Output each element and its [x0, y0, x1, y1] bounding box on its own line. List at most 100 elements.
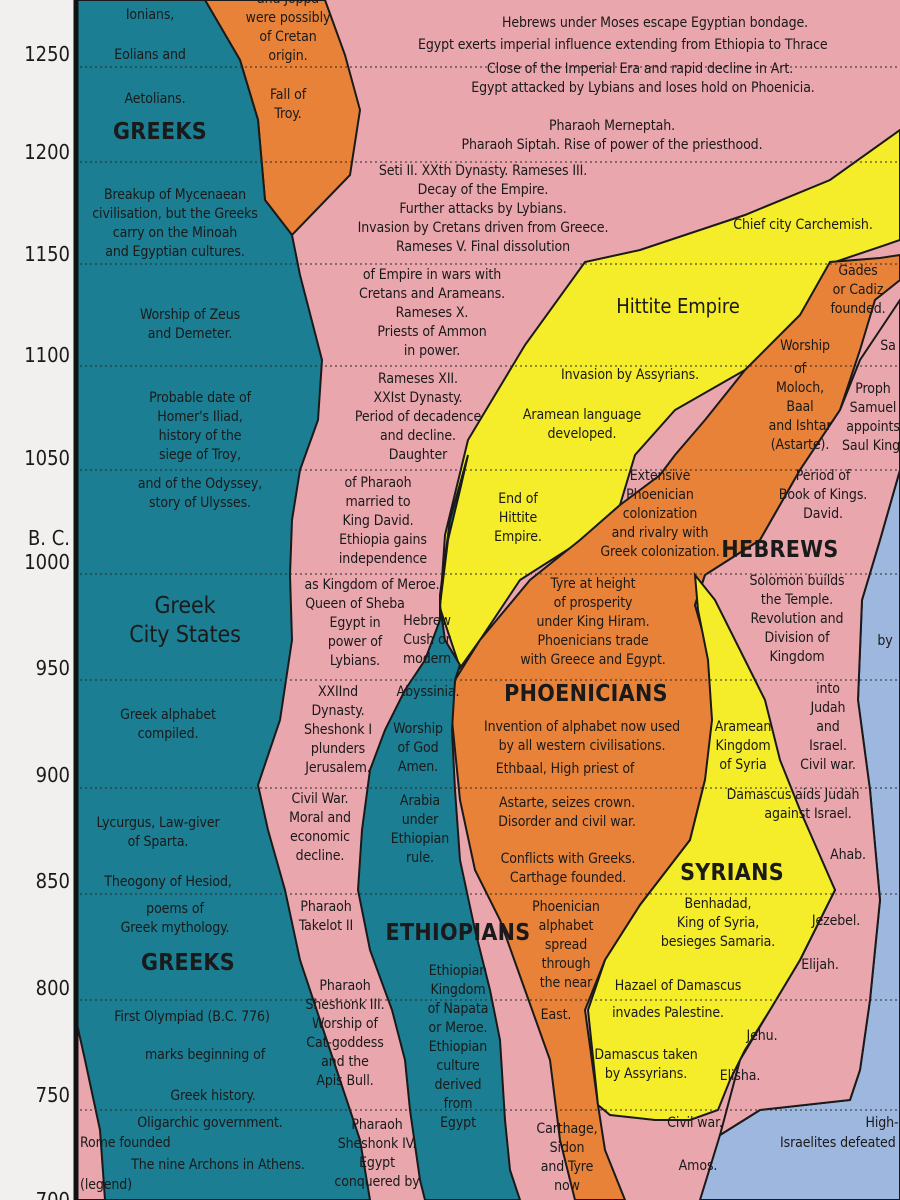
- egypt-ethiopia: Ethiopia gains independence: [338, 532, 428, 567]
- syrians-taken: Damascus taken by Assyrians.: [594, 1047, 698, 1082]
- greeks-odyssey: and of the Odyssey, story of Ulysses.: [137, 476, 263, 511]
- phoenicians-ethbaal: Ethbaal, High priest of: [495, 761, 635, 777]
- egypt-sheshonk3: Pharaoh Sheshonk III. Worship of Cat-goddes…: [305, 978, 385, 1089]
- phoenicians-gades: Gades or Cadiz founded.: [830, 263, 886, 317]
- year-gridlines: [0, 66, 900, 1111]
- greeks-title-top: GREEKS: [113, 119, 207, 145]
- greeks-title-bottom: GREEKS: [141, 950, 235, 976]
- greeks-ionians: Ionians,: [125, 7, 175, 23]
- hittite-title: Hittite Empire: [616, 294, 740, 318]
- greeks-city-states: Greek City States: [129, 593, 241, 648]
- greeks-legend: (legend): [80, 1177, 133, 1193]
- greeks-poems: poems of Greek mythology.: [120, 901, 230, 936]
- phoenicians-worship: Worship: [780, 338, 830, 354]
- egypt-seti: Seti II. XXth Dynasty. Rameses III. Decay…: [357, 163, 609, 255]
- year-label: 700: [35, 1188, 70, 1200]
- syrians-hazael: Hazael of Damascus: [614, 978, 742, 994]
- greeks-theogony: Theogony of Hesiod,: [104, 874, 232, 890]
- egypt-close: Close of the Imperial Era and rapid decl…: [486, 61, 794, 77]
- egypt-sheshonk4: Pharaoh Sheshonk IV. Egypt conquered by: [334, 1117, 420, 1190]
- greeks-homer: Probable date of Homer's Iliad, history of…: [149, 390, 251, 463]
- hebrews-amos: Amos.: [678, 1158, 718, 1174]
- egypt-sheba: Queen of Sheba Egypt in power of Lybians.: [305, 596, 405, 669]
- ethiopians-arabia: Arabia under Ethiopian rule.: [390, 793, 450, 866]
- ethiopians-title: ETHIOPIANS: [385, 920, 531, 946]
- hebrews-israelites: Israelites defeated: [780, 1135, 896, 1151]
- egypt-daughter: of Pharaoh married to King David.: [342, 475, 414, 529]
- egypt-takelot: Pharaoh Takelot II: [298, 899, 354, 934]
- phoenicians-title: PHOENICIANS: [504, 681, 668, 707]
- hebrews-jezebel: Jezebel.: [811, 913, 861, 929]
- hebrews-solomon: Solomon builds the Temple. Revolution and D…: [749, 573, 845, 665]
- greeks-rome: Rome founded: [80, 1135, 171, 1151]
- phoenicians-astarte: Astarte, seizes crown. Disorder and civil…: [498, 795, 636, 830]
- hebrews-by: by: [877, 633, 893, 649]
- year-label: 750: [35, 1083, 70, 1107]
- cretan-fall: Fall of Troy.: [269, 87, 307, 122]
- phoenicians-alphabet: Phoenician alphabet spread through the near: [532, 899, 600, 991]
- syrians-benhadad: Benhadad, King of Syria, besieges Samaria.: [660, 896, 776, 950]
- egypt-moses: Hebrews under Moses escape Egyptian bond…: [501, 15, 809, 31]
- hebrews-judah: into Judah and Israel. Civil war.: [800, 681, 856, 773]
- hebrews-damascus-aids: Damascus aids Judah against Israel.: [726, 787, 860, 822]
- year-label: 900: [35, 763, 70, 787]
- phoenicians-conflicts: Conflicts with Greeks. Carthage founded.: [500, 851, 636, 886]
- greeks-history: Greek history.: [170, 1088, 256, 1104]
- axis-strip: [0, 0, 72, 1200]
- egypt-civilwar: Civil War. Moral and economic decline.: [289, 791, 351, 864]
- phoenicians-extensive: Extensive Phoenician colonization and rival…: [600, 468, 720, 560]
- hebrews-elijah: Elijah.: [801, 957, 839, 973]
- egypt-siptah: Pharaoh Siptah. Rise of power of the pri…: [461, 137, 763, 153]
- hittite-end: End of Hittite Empire.: [494, 491, 542, 545]
- syrians-invades: invades Palestine.: [612, 1005, 724, 1021]
- ethiopians-region: [356, 454, 522, 1200]
- hebrews-title: HEBREWS: [721, 537, 839, 563]
- greeks-olympiad: First Olympiad (B.C. 776): [114, 1009, 270, 1025]
- bc-label: B. C.: [27, 526, 70, 550]
- hebrews-sa: Sa: [880, 338, 896, 354]
- hittite-aramean: Aramean language developed.: [522, 407, 642, 442]
- phoenicians-worship-gods: of Moloch, Baal and Ishtar (Astarte).: [768, 361, 832, 453]
- hebrews-high: High-: [865, 1115, 899, 1131]
- egypt-meroe: as Kingdom of Meroe.: [304, 577, 440, 593]
- phoenicians-invention: Invention of alphabet now used by all wes…: [483, 719, 681, 754]
- hebrews-jehu: Jehu.: [746, 1028, 778, 1044]
- greeks-breakup: Breakup of Mycenaean civilisation, but th…: [92, 187, 258, 260]
- greeks-zeus: Worship of Zeus and Demeter.: [139, 307, 241, 342]
- year-label: 1000: [24, 550, 70, 574]
- egypt-empire-wars: of Empire in wars with Cretans and Aramea…: [358, 267, 506, 359]
- hebrews-ahab: Ahab.: [830, 847, 866, 863]
- hittite-invasion: Invasion by Assyrians.: [561, 367, 699, 383]
- greeks-aetolians: Aetolians.: [124, 91, 186, 107]
- year-label: 800: [35, 976, 70, 1000]
- ethiopians-worship: Worship of God Amen.: [393, 721, 443, 775]
- greeks-oligarchic: Oligarchic government.: [137, 1115, 283, 1131]
- ethiopians-abyssinia: Abyssinia.: [396, 684, 460, 700]
- egypt-rameses12: Rameses XII. XXIst Dynasty. Period of deca…: [354, 371, 482, 463]
- hebrews-kings: Period of Book of Kings. David.: [778, 468, 868, 522]
- egypt-merneptah: Pharaoh Merneptah.: [549, 118, 675, 134]
- year-label: 1150: [24, 242, 70, 266]
- hebrews-prophet: Proph Samuel appoints Saul King.: [842, 381, 900, 454]
- year-label: 1200: [24, 140, 70, 164]
- phoenicians-east: East.: [540, 1007, 572, 1023]
- egypt-imperial: Egypt exerts imperial influence extendin…: [418, 37, 828, 53]
- greeks-lycurgus: Lycurgus, Law-giver of Sparta.: [96, 815, 220, 850]
- hebrews-civilwar: Civil war.: [667, 1115, 723, 1131]
- egypt-attacked: Egypt attacked by Lybians and loses hold…: [471, 80, 815, 96]
- syrians-region: [586, 571, 837, 1121]
- syrians-aramean: Aramean Kingdom of Syria: [714, 719, 772, 773]
- ethiopians-hebrew: Hebrew Cush or modern: [402, 613, 452, 667]
- year-label: 950: [35, 656, 70, 680]
- year-label: 850: [35, 869, 70, 893]
- syrians-title: SYRIANS: [680, 860, 784, 886]
- year-label: 1250: [24, 42, 70, 66]
- greeks-marks: marks beginning of: [144, 1047, 266, 1063]
- phoenicians-tyre: Tyre at height of prosperity under King Hi…: [520, 576, 666, 668]
- hittite-carchemish: Chief city Carchemish.: [733, 217, 873, 233]
- phoenicians-carthage: Carthage, Sidon and Tyre now: [536, 1121, 598, 1194]
